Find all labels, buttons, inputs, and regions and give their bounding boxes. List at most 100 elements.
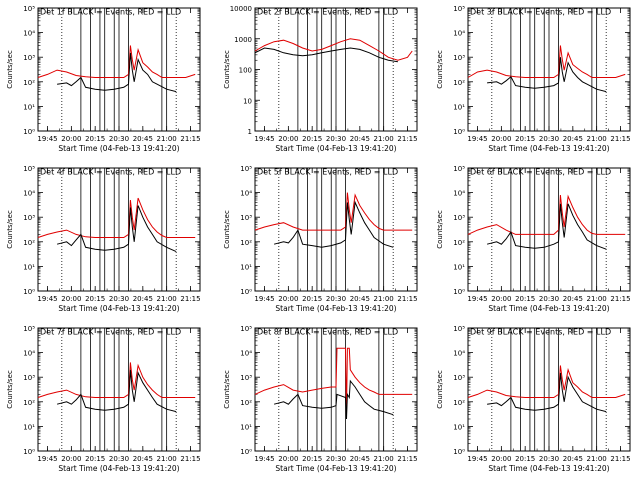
y-tick-label: 10⁵ bbox=[240, 325, 252, 333]
y-tick-label: 100 bbox=[239, 67, 252, 75]
panel-title: Det 5f BLACK = Events, RED = LLD bbox=[257, 168, 398, 177]
x-tick-label: 20:15 bbox=[302, 135, 322, 143]
lld-series-line bbox=[254, 38, 413, 61]
y-axis-label: Counts/sec bbox=[436, 210, 444, 249]
x-tick-label: 21:00 bbox=[587, 455, 607, 463]
panel-4: 10⁰ 10¹ 10² 10³ 10⁴ 10⁵ 19:45 20:00 20:15 20:30 20… bbox=[6, 165, 201, 313]
x-tick-label: 19:45 bbox=[467, 455, 487, 463]
y-tick-label: 10¹ bbox=[453, 423, 465, 431]
y-axis-label: Counts/sec bbox=[436, 50, 444, 89]
y-axis-label: Counts/sec bbox=[223, 370, 231, 409]
x-tick-label: 21:15 bbox=[180, 455, 200, 463]
events-series-line bbox=[57, 52, 177, 93]
lld-series-line bbox=[37, 362, 196, 398]
y-tick-label: 10² bbox=[23, 239, 35, 247]
y-tick-label: 10⁵ bbox=[453, 325, 465, 333]
y-tick-label: 10² bbox=[453, 399, 465, 407]
y-tick-label: 10¹ bbox=[23, 423, 35, 431]
x-tick-label: 20:15 bbox=[302, 295, 322, 303]
y-tick-label: 10 bbox=[243, 97, 252, 105]
x-tick-label: 20:00 bbox=[278, 135, 298, 143]
y-tick-label: 10⁵ bbox=[453, 165, 465, 173]
events-series-line bbox=[56, 369, 177, 413]
x-tick-label: 20:30 bbox=[109, 295, 129, 303]
x-tick-label: 20:45 bbox=[350, 295, 370, 303]
panel-9: 10⁰ 10¹ 10² 10³ 10⁴ 10⁵ 19:45 20:00 20:15 20:30 20… bbox=[436, 325, 631, 473]
x-axis-label: Start Time (04-Feb-13 19:41:20) bbox=[58, 464, 179, 473]
y-tick-label: 10⁰ bbox=[23, 448, 35, 456]
panel-1: 10⁰ 10¹ 10² 10³ 10⁴ 10⁵ 19:45 20:00 20:15 20:30 20… bbox=[6, 5, 201, 153]
x-tick-label: 21:00 bbox=[157, 455, 177, 463]
panel-title: Det 7f BLACK = Events, RED = LLD bbox=[40, 328, 181, 337]
x-tick-label: 21:15 bbox=[610, 135, 630, 143]
x-tick-label: 19:45 bbox=[254, 295, 274, 303]
x-tick-label: 21:15 bbox=[397, 455, 417, 463]
x-tick-label: 20:30 bbox=[109, 455, 129, 463]
x-tick-label: 20:30 bbox=[326, 295, 346, 303]
events-series-line bbox=[486, 203, 607, 250]
panel-7: 10⁰ 10¹ 10² 10³ 10⁴ 10⁵ 19:45 20:00 20:15 20:30 20… bbox=[6, 325, 201, 473]
x-tick-label: 21:15 bbox=[610, 295, 630, 303]
y-tick-label: 10³ bbox=[23, 54, 35, 62]
x-axis-label: Start Time (04-Feb-13 19:41:20) bbox=[58, 304, 179, 313]
panel-3: 10⁰ 10¹ 10² 10³ 10⁴ 10⁵ 19:45 20:00 20:15 20:30 20… bbox=[436, 5, 631, 153]
x-tick-label: 19:45 bbox=[254, 135, 274, 143]
y-axis-label: Counts/sec bbox=[223, 50, 231, 89]
x-tick-label: 21:00 bbox=[587, 135, 607, 143]
y-tick-label: 10⁵ bbox=[23, 325, 35, 333]
y-tick-label: 10⁴ bbox=[240, 190, 252, 198]
x-tick-label: 21:00 bbox=[374, 295, 394, 303]
x-tick-label: 21:15 bbox=[397, 295, 417, 303]
y-tick-label: 10⁴ bbox=[453, 30, 465, 38]
x-tick-label: 20:15 bbox=[515, 295, 535, 303]
panel-title: Det 4f BLACK = Events, RED = LLD bbox=[40, 168, 181, 177]
y-tick-label: 10² bbox=[240, 399, 252, 407]
x-tick-label: 21:00 bbox=[157, 295, 177, 303]
y-tick-label: 10² bbox=[240, 239, 252, 247]
y-axis-label: Counts/sec bbox=[6, 50, 14, 89]
x-tick-label: 20:30 bbox=[539, 295, 559, 303]
lld-series-line bbox=[254, 192, 413, 231]
y-tick-label: 10⁵ bbox=[453, 5, 465, 13]
x-tick-label: 20:15 bbox=[85, 455, 105, 463]
y-tick-label: 10⁵ bbox=[240, 165, 252, 173]
x-tick-label: 21:15 bbox=[610, 455, 630, 463]
panel-title: Det 2f BLACK = Events, RED = LLD bbox=[257, 8, 398, 17]
x-tick-label: 20:30 bbox=[539, 455, 559, 463]
x-tick-label: 21:00 bbox=[157, 135, 177, 143]
y-axis-label: Counts/sec bbox=[436, 370, 444, 409]
x-axis-label: Start Time (04-Feb-13 19:41:20) bbox=[488, 464, 609, 473]
y-tick-label: 10² bbox=[23, 399, 35, 407]
x-tick-label: 20:15 bbox=[302, 455, 322, 463]
x-tick-label: 19:45 bbox=[467, 135, 487, 143]
y-tick-label: 10³ bbox=[23, 214, 35, 222]
y-tick-label: 10⁴ bbox=[453, 190, 465, 198]
y-tick-label: 10³ bbox=[240, 374, 252, 382]
x-axis-label: Start Time (04-Feb-13 19:41:20) bbox=[488, 144, 609, 153]
y-tick-label: 10⁴ bbox=[240, 350, 252, 358]
y-tick-label: 10⁰ bbox=[453, 288, 465, 296]
panel-6: 10⁰ 10¹ 10² 10³ 10⁴ 10⁵ 19:45 20:00 20:15 20:30 20… bbox=[436, 165, 631, 313]
y-axis-label: Counts/sec bbox=[6, 210, 14, 249]
y-tick-label: 10² bbox=[453, 239, 465, 247]
x-tick-label: 19:45 bbox=[254, 455, 274, 463]
x-tick-label: 20:15 bbox=[515, 135, 535, 143]
x-tick-label: 21:00 bbox=[374, 455, 394, 463]
panel-title: Det 8f BLACK = Events, RED = LLD bbox=[257, 328, 398, 337]
x-tick-label: 20:45 bbox=[563, 455, 583, 463]
y-tick-label: 1 bbox=[248, 128, 252, 136]
y-axis-label: Counts/sec bbox=[6, 370, 14, 409]
events-series-line bbox=[487, 372, 607, 413]
y-tick-label: 10⁰ bbox=[23, 128, 35, 136]
y-tick-label: 10¹ bbox=[23, 103, 35, 111]
x-axis-label: Start Time (04-Feb-13 19:41:20) bbox=[58, 144, 179, 153]
y-tick-label: 10⁴ bbox=[23, 350, 35, 358]
y-tick-label: 10000 bbox=[230, 5, 252, 13]
lld-series-line bbox=[37, 197, 196, 238]
x-tick-label: 20:45 bbox=[133, 295, 153, 303]
x-tick-label: 20:15 bbox=[515, 455, 535, 463]
x-tick-label: 20:00 bbox=[278, 455, 298, 463]
lld-series-line bbox=[37, 45, 196, 78]
y-tick-label: 10⁰ bbox=[240, 448, 252, 456]
y-tick-label: 10¹ bbox=[23, 263, 35, 271]
